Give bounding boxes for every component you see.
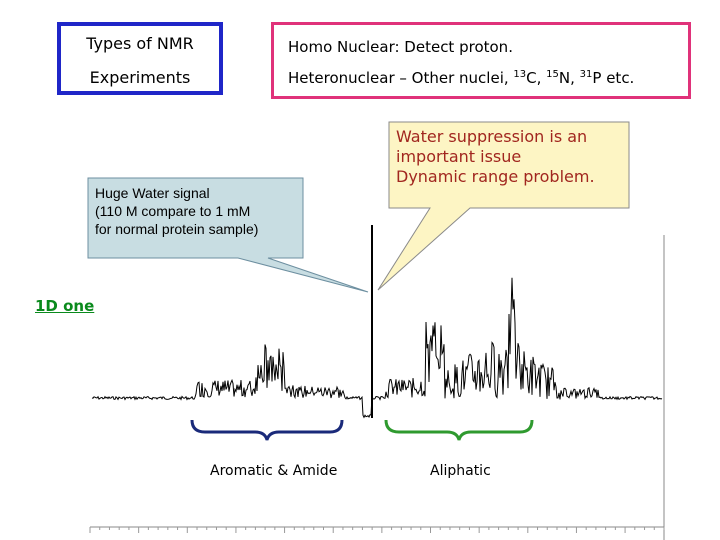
aromatic-amide-label: Aromatic & Amide xyxy=(210,463,338,479)
hetero-nuclear-text: Heteronuclear – Other nuclei, 13C, 15N, … xyxy=(288,69,635,87)
nmr-types-box: Types of NMR Experiments xyxy=(57,22,223,95)
types-line2: Experiments xyxy=(89,68,191,87)
nuclear-box: Homo Nuclear: Detect proton. Heteronucle… xyxy=(271,22,691,99)
homo-nuclear-text: Homo Nuclear: Detect proton. xyxy=(288,38,513,56)
suppression-callout xyxy=(377,121,630,291)
ppm-ticks xyxy=(89,527,665,533)
1d-link[interactable]: 1D one xyxy=(35,297,95,315)
aliphatic-label: Aliphatic xyxy=(430,463,491,479)
water-callout-text: Huge Water signal (110 M compare to 1 mM… xyxy=(95,185,259,237)
water-callout xyxy=(87,177,369,293)
aliphatic-bracket xyxy=(384,419,534,441)
nmr-spectrum-trace xyxy=(91,277,663,419)
suppression-callout-text: Water suppression is an important issue … xyxy=(396,127,595,186)
types-line1: Types of NMR xyxy=(86,34,194,53)
aromatic-bracket xyxy=(190,419,344,441)
